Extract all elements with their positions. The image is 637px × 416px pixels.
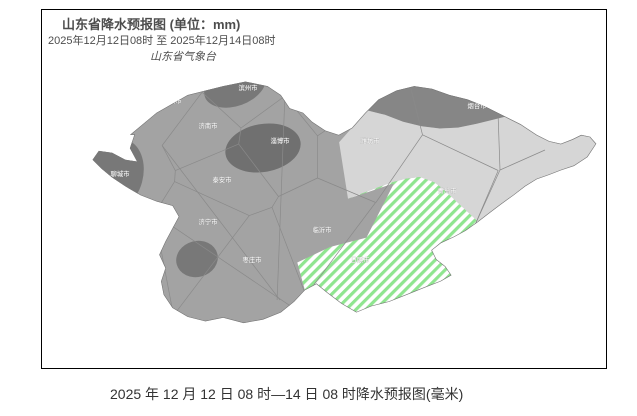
svg-text:泰安市: 泰安市 (213, 175, 232, 184)
svg-text:潍坊市: 潍坊市 (361, 136, 380, 145)
svg-text:济宁市: 济宁市 (199, 217, 218, 226)
svg-text:枣庄市: 枣庄市 (243, 255, 262, 264)
svg-text:淄博市: 淄博市 (271, 136, 290, 145)
svg-text:临沂市: 临沂市 (313, 225, 332, 234)
svg-text:聊城市: 聊城市 (111, 169, 130, 178)
svg-text:烟台市: 烟台市 (468, 101, 487, 110)
svg-text:滨州市: 滨州市 (239, 83, 258, 92)
svg-text:济南市: 济南市 (199, 121, 218, 130)
svg-text:青岛市: 青岛市 (438, 186, 457, 195)
svg-text:日照市: 日照市 (351, 255, 370, 264)
svg-text:菏泽市: 菏泽市 (99, 235, 118, 244)
svg-text:德州市: 德州市 (163, 96, 182, 105)
svg-text:威海市: 威海市 (531, 121, 550, 130)
svg-text:东营市: 东营市 (326, 90, 345, 99)
